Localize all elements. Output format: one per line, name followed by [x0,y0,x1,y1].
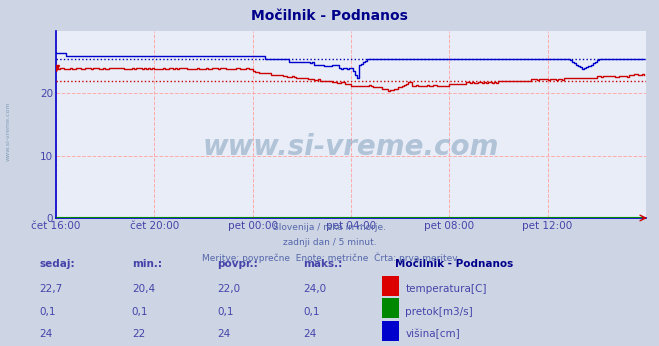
Text: 22,7: 22,7 [40,284,63,294]
Text: višina[cm]: višina[cm] [405,329,460,339]
Text: pretok[m3/s]: pretok[m3/s] [405,307,473,317]
Text: zadnji dan / 5 minut.: zadnji dan / 5 minut. [283,238,376,247]
Bar [382,321,399,340]
Text: Slovenija / reke in morje.: Slovenija / reke in morje. [273,223,386,232]
Bar [382,276,399,295]
Text: povpr.:: povpr.: [217,259,258,269]
Text: Močilnik - Podnanos: Močilnik - Podnanos [251,9,408,22]
Text: 24,0: 24,0 [303,284,326,294]
Text: Meritve: povprečne  Enote: metrične  Črta: prva meritev: Meritve: povprečne Enote: metrične Črta:… [202,252,457,263]
Text: 0,1: 0,1 [303,307,320,317]
Text: 22: 22 [132,329,145,339]
Text: 0,1: 0,1 [132,307,148,317]
Text: 24: 24 [217,329,231,339]
Text: 22,0: 22,0 [217,284,241,294]
Text: maks.:: maks.: [303,259,343,269]
Text: min.:: min.: [132,259,162,269]
Text: temperatura[C]: temperatura[C] [405,284,487,294]
Text: www.si-vreme.com: www.si-vreme.com [203,133,499,161]
Text: sedaj:: sedaj: [40,259,75,269]
Text: 24: 24 [303,329,316,339]
Text: 0,1: 0,1 [40,307,56,317]
Text: Močilnik - Podnanos: Močilnik - Podnanos [395,259,513,269]
Text: www.si-vreme.com: www.si-vreme.com [5,102,11,161]
Text: 24: 24 [40,329,53,339]
Text: 20,4: 20,4 [132,284,155,294]
Text: 0,1: 0,1 [217,307,234,317]
Bar [382,298,399,318]
